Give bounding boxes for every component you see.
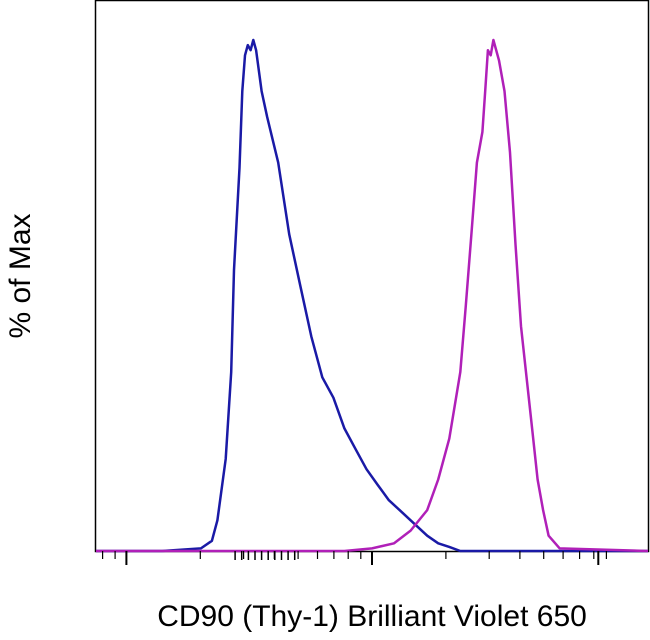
histogram-series-1 [96,38,648,553]
y-axis-label: % of Max [4,213,37,338]
histogram-series-2 [96,38,649,553]
series-layer [96,38,649,553]
plot-frame [94,0,650,553]
x-axis-label: CD90 (Thy-1) Brilliant Violet 650 [157,600,587,633]
x-axis-ticks [101,551,608,565]
